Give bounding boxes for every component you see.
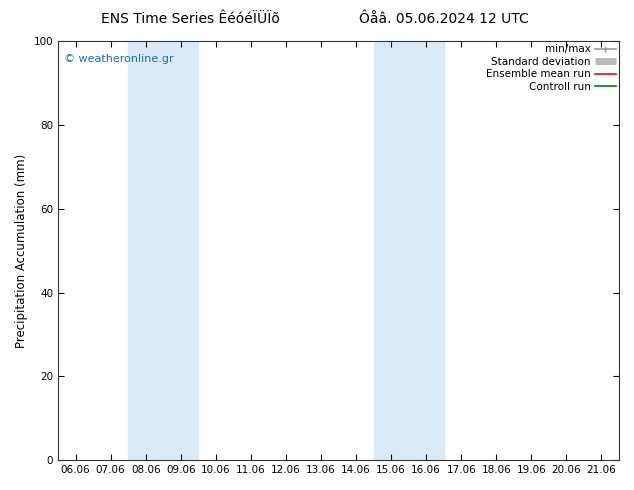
Text: © weatheronline.gr: © weatheronline.gr xyxy=(63,53,173,64)
Text: ENS Time Series ÊéóéÏÜÏõ: ENS Time Series ÊéóéÏÜÏõ xyxy=(101,12,280,26)
Y-axis label: Precipitation Accumulation (mm): Precipitation Accumulation (mm) xyxy=(15,153,28,348)
Bar xyxy=(373,41,444,460)
Bar xyxy=(128,41,198,460)
Legend: min/max, Standard deviation, Ensemble mean run, Controll run: min/max, Standard deviation, Ensemble me… xyxy=(486,44,616,92)
Text: Ôåâ. 05.06.2024 12 UTC: Ôåâ. 05.06.2024 12 UTC xyxy=(359,12,529,26)
